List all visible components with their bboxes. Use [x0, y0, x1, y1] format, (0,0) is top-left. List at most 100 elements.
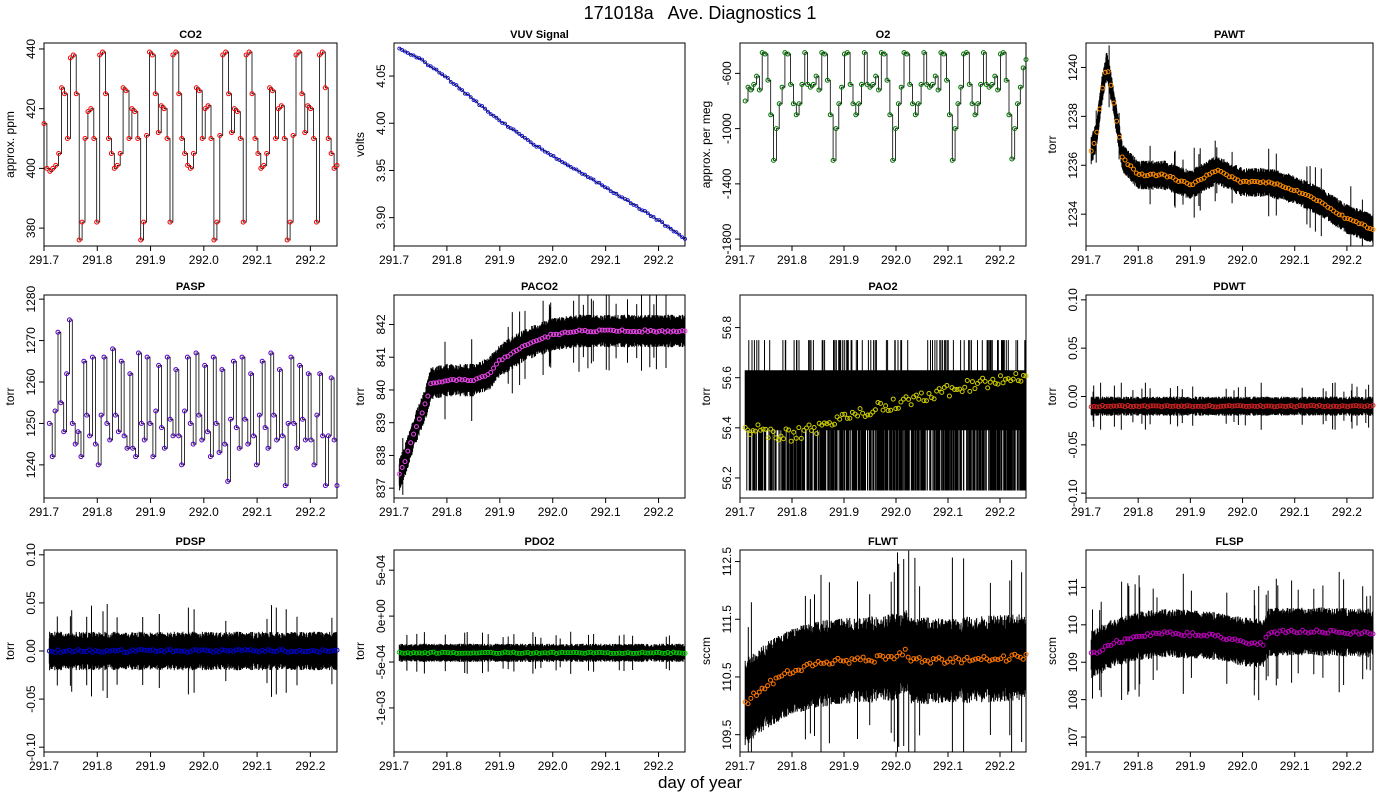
- series-noise: [1090, 45, 1374, 246]
- data-point: [55, 329, 61, 335]
- data-point: [502, 649, 508, 655]
- data-point: [499, 357, 505, 363]
- y-axis-label: torr: [3, 642, 17, 660]
- data-point: [1240, 178, 1246, 184]
- data-point: [890, 396, 896, 402]
- data-point: [840, 658, 846, 664]
- data-point: [620, 195, 625, 200]
- data-point: [252, 136, 258, 142]
- data-point: [1370, 402, 1376, 408]
- data-point: [419, 410, 425, 416]
- data-point: [448, 79, 453, 84]
- data-point: [536, 337, 542, 343]
- data-point: [865, 412, 871, 418]
- data-point: [158, 103, 164, 109]
- data-point: [453, 377, 459, 383]
- data-point: [929, 81, 935, 87]
- data-point: [156, 362, 162, 368]
- data-point: [1325, 204, 1331, 210]
- data-point: [881, 51, 887, 57]
- data-point: [87, 433, 93, 439]
- data-point: [531, 142, 536, 147]
- data-point: [1269, 180, 1275, 186]
- data-point: [883, 656, 889, 662]
- panel-title: CO2: [179, 29, 202, 41]
- data-point: [1147, 403, 1153, 409]
- data-point: [682, 650, 688, 656]
- data-point: [818, 660, 824, 666]
- data-point: [322, 483, 328, 489]
- data-point: [891, 656, 897, 662]
- data-point: [866, 657, 872, 663]
- data-point: [1319, 403, 1325, 409]
- data-point: [408, 650, 414, 656]
- data-point: [264, 150, 270, 156]
- x-tick-label: 291.7: [29, 253, 59, 267]
- data-point: [144, 354, 150, 360]
- data-point: [944, 659, 950, 665]
- data-point: [548, 331, 554, 337]
- data-point: [1215, 404, 1221, 410]
- data-point: [278, 103, 284, 109]
- data-point: [1108, 403, 1114, 409]
- data-point: [662, 329, 668, 335]
- data-point: [396, 649, 402, 655]
- x-tick-label: 292.2: [985, 505, 1015, 519]
- y-tick-label: 109.5: [720, 719, 734, 749]
- data-point: [416, 650, 422, 656]
- data-point: [308, 648, 314, 654]
- data-point: [152, 91, 158, 97]
- data-point: [964, 654, 970, 660]
- data-point: [437, 70, 442, 75]
- data-point: [1114, 118, 1120, 124]
- data-point: [1274, 631, 1280, 637]
- data-point: [208, 136, 214, 142]
- y-tick-label: 839: [374, 412, 388, 432]
- data-point: [682, 328, 688, 334]
- data-point: [1249, 640, 1255, 646]
- data-point: [770, 429, 776, 435]
- x-tick-label: 291.8: [432, 253, 462, 267]
- data-point: [625, 198, 630, 203]
- data-point: [202, 647, 208, 653]
- data-point: [1370, 227, 1376, 233]
- data-point: [1350, 629, 1356, 635]
- data-point: [1294, 630, 1300, 636]
- data-point: [1285, 403, 1291, 409]
- data-point: [70, 52, 76, 58]
- data-point: [494, 115, 499, 120]
- data-point: [41, 121, 47, 127]
- x-tick-label: 292.0: [538, 253, 568, 267]
- data-point: [525, 650, 531, 656]
- data-point: [1288, 187, 1294, 193]
- x-tick-label: 291.8: [777, 253, 807, 267]
- data-point: [1263, 403, 1269, 409]
- data-point: [944, 77, 950, 83]
- data-point: [1102, 643, 1108, 649]
- x-tick-label: 291.9: [1175, 253, 1205, 267]
- data-point: [622, 328, 628, 334]
- data-point: [520, 134, 525, 138]
- x-tick-label: 291.9: [829, 253, 859, 267]
- data-point: [1142, 173, 1148, 179]
- data-point: [123, 88, 129, 94]
- data-point: [559, 330, 565, 336]
- data-point: [240, 219, 246, 225]
- data-point: [49, 648, 55, 654]
- data-point: [64, 648, 70, 654]
- x-tick-label: 291.9: [829, 759, 859, 773]
- data-point: [1147, 171, 1153, 177]
- data-point: [659, 650, 665, 656]
- data-point: [1260, 642, 1266, 648]
- data-point: [780, 436, 786, 442]
- data-point: [473, 376, 479, 382]
- data-point: [274, 437, 280, 443]
- data-point: [402, 459, 408, 465]
- plot-frame: [393, 42, 686, 247]
- data-point: [144, 133, 150, 139]
- data-point: [969, 101, 975, 107]
- data-point: [768, 112, 774, 118]
- panel-title: PDSP: [176, 536, 206, 548]
- panel-title: PAWT: [1214, 29, 1245, 41]
- data-point: [465, 378, 471, 384]
